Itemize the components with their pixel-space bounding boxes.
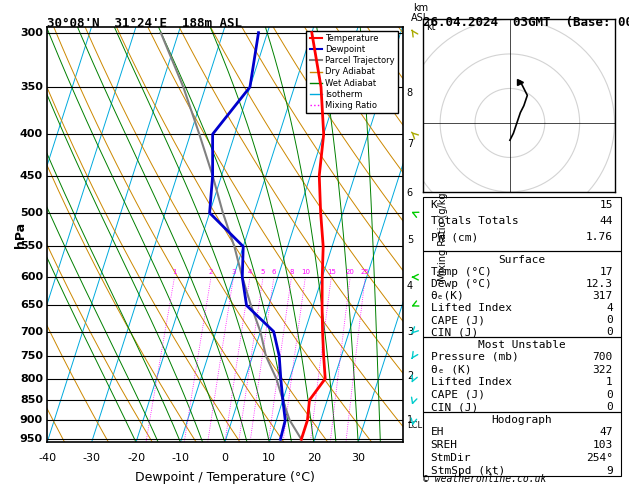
Text: hPa: hPa	[14, 222, 27, 247]
Text: 25: 25	[361, 269, 369, 275]
Text: 0: 0	[606, 315, 613, 325]
Text: 2: 2	[407, 371, 413, 382]
Text: 9: 9	[606, 466, 613, 476]
Text: CAPE (J): CAPE (J)	[431, 315, 484, 325]
Text: 15: 15	[327, 269, 336, 275]
Text: 20: 20	[346, 269, 355, 275]
Text: Surface: Surface	[498, 255, 545, 265]
Text: CAPE (J): CAPE (J)	[431, 390, 484, 399]
Text: SREH: SREH	[431, 440, 458, 451]
Text: 47: 47	[599, 427, 613, 437]
Text: 900: 900	[19, 415, 43, 425]
Text: Most Unstable: Most Unstable	[478, 340, 565, 350]
Text: 1: 1	[407, 415, 413, 425]
Bar	[423, 337, 621, 412]
Text: -30: -30	[82, 452, 101, 463]
Text: 1: 1	[172, 269, 177, 275]
Text: 1.76: 1.76	[586, 232, 613, 242]
Text: CIN (J): CIN (J)	[431, 402, 478, 412]
Text: 700: 700	[593, 352, 613, 362]
Text: 800: 800	[20, 374, 43, 383]
Text: 450: 450	[19, 171, 43, 181]
Text: 26.04.2024  03GMT  (Base: 00): 26.04.2024 03GMT (Base: 00)	[423, 16, 629, 29]
Text: Mixing Ratio (g/kg): Mixing Ratio (g/kg)	[438, 189, 448, 280]
Text: © weatheronline.co.uk: © weatheronline.co.uk	[423, 473, 546, 484]
Text: EH: EH	[431, 427, 444, 437]
Text: PW (cm): PW (cm)	[431, 232, 478, 242]
Text: 5: 5	[261, 269, 265, 275]
Text: 950: 950	[19, 434, 43, 444]
Text: LCL: LCL	[407, 421, 422, 430]
Text: 10: 10	[301, 269, 310, 275]
Text: -20: -20	[127, 452, 145, 463]
Text: 3: 3	[407, 327, 413, 337]
Text: 5: 5	[407, 235, 413, 245]
Text: Temp (°C): Temp (°C)	[431, 267, 491, 277]
Text: 20: 20	[307, 452, 321, 463]
Text: 7: 7	[407, 139, 413, 149]
Text: 30°08'N  31°24'E  188m ASL: 30°08'N 31°24'E 188m ASL	[47, 17, 242, 30]
Text: 400: 400	[19, 129, 43, 139]
Text: 350: 350	[20, 82, 43, 92]
Text: km
ASL: km ASL	[411, 2, 430, 22]
Text: StmDir: StmDir	[431, 453, 471, 463]
Text: 103: 103	[593, 440, 613, 451]
Text: Totals Totals: Totals Totals	[431, 216, 518, 226]
Text: 3: 3	[231, 269, 236, 275]
Text: kt: kt	[426, 22, 436, 32]
Text: 12.3: 12.3	[586, 279, 613, 289]
Text: Dewpoint / Temperature (°C): Dewpoint / Temperature (°C)	[135, 471, 314, 485]
Text: 30: 30	[351, 452, 365, 463]
Text: Hodograph: Hodograph	[491, 416, 552, 425]
Text: 0: 0	[606, 327, 613, 337]
Text: 550: 550	[20, 242, 43, 251]
Text: 500: 500	[20, 208, 43, 218]
Text: 17: 17	[599, 267, 613, 277]
Text: -40: -40	[38, 452, 56, 463]
Text: 4: 4	[606, 303, 613, 313]
Bar	[423, 251, 621, 337]
Text: 750: 750	[20, 351, 43, 361]
Text: 6: 6	[407, 188, 413, 197]
Text: 10: 10	[262, 452, 276, 463]
Text: 4: 4	[407, 281, 413, 292]
Text: 322: 322	[593, 364, 613, 375]
Text: 650: 650	[19, 300, 43, 311]
Text: StmSpd (kt): StmSpd (kt)	[431, 466, 505, 476]
Bar	[423, 412, 621, 476]
Text: 850: 850	[20, 395, 43, 405]
Text: 15: 15	[599, 200, 613, 209]
Text: θₑ(K): θₑ(K)	[431, 291, 464, 301]
Text: 600: 600	[19, 272, 43, 282]
Text: Pressure (mb): Pressure (mb)	[431, 352, 518, 362]
Legend: Temperature, Dewpoint, Parcel Trajectory, Dry Adiabat, Wet Adiabat, Isotherm, Mi: Temperature, Dewpoint, Parcel Trajectory…	[306, 31, 398, 113]
Text: 0: 0	[606, 402, 613, 412]
Text: 317: 317	[593, 291, 613, 301]
Text: 44: 44	[599, 216, 613, 226]
Text: 2: 2	[209, 269, 213, 275]
Text: Dewp (°C): Dewp (°C)	[431, 279, 491, 289]
Text: 0: 0	[606, 390, 613, 399]
Text: 0: 0	[221, 452, 228, 463]
Text: -10: -10	[172, 452, 189, 463]
Text: K: K	[431, 200, 437, 209]
Text: 8: 8	[407, 88, 413, 98]
Text: 6: 6	[272, 269, 276, 275]
Text: θₑ (K): θₑ (K)	[431, 364, 471, 375]
Text: Lifted Index: Lifted Index	[431, 303, 511, 313]
Text: 254°: 254°	[586, 453, 613, 463]
Text: Lifted Index: Lifted Index	[431, 377, 511, 387]
Text: 300: 300	[20, 28, 43, 37]
Text: CIN (J): CIN (J)	[431, 327, 478, 337]
Text: 4: 4	[248, 269, 252, 275]
Text: 700: 700	[20, 327, 43, 337]
Text: 8: 8	[289, 269, 294, 275]
Text: 1: 1	[606, 377, 613, 387]
Bar	[423, 197, 621, 251]
